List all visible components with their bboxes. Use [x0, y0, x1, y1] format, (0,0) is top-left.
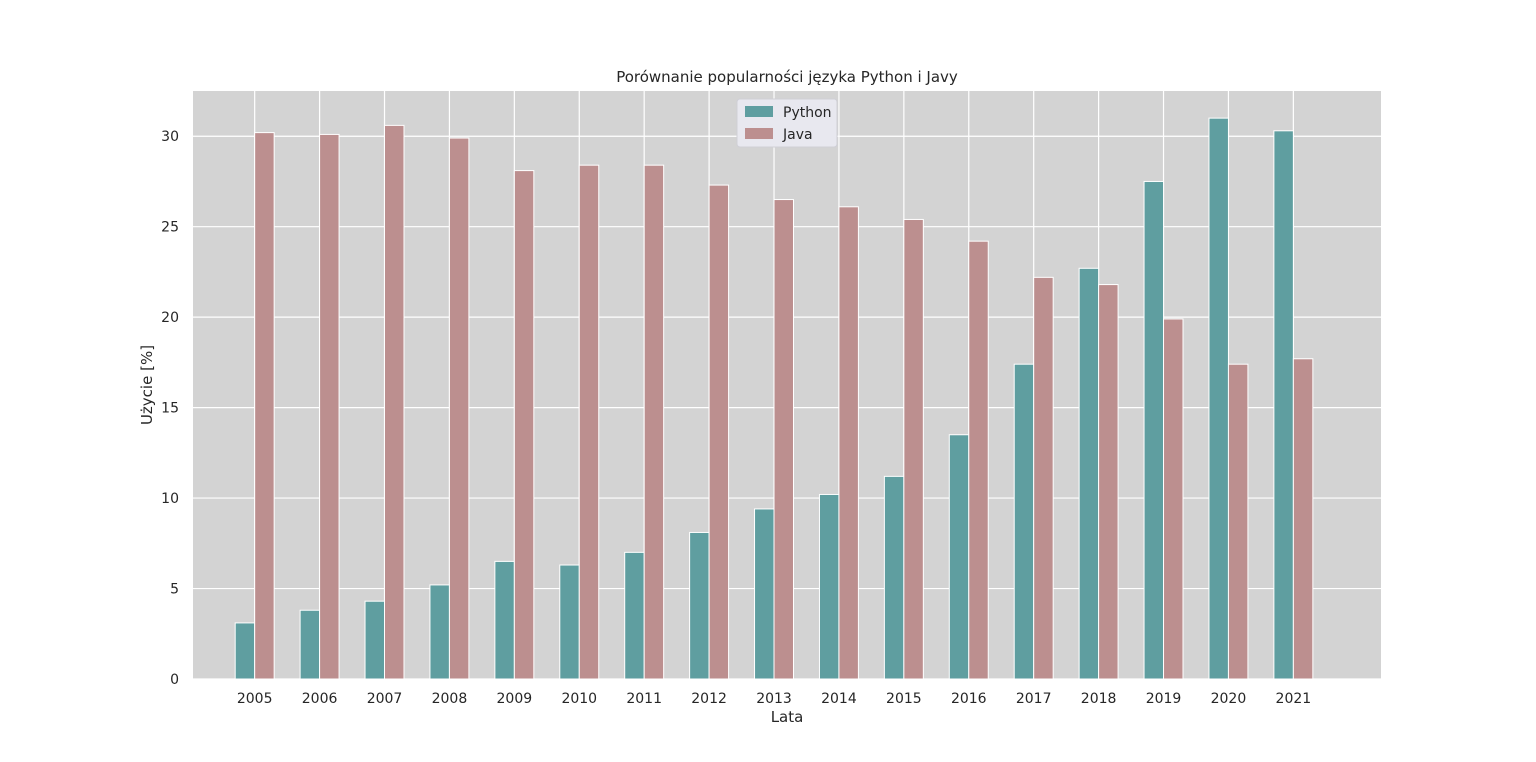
- bar-python: [1078, 267, 1100, 680]
- bar-python: [883, 475, 905, 680]
- bar-java: [1227, 363, 1249, 680]
- bar-python: [429, 584, 450, 680]
- y-axis-label: Użycie [%]: [138, 345, 156, 425]
- legend-label-java: Java: [782, 127, 813, 143]
- x-tick-label: 2005: [237, 691, 273, 707]
- bar-python: [1013, 363, 1035, 680]
- bar-java: [319, 133, 340, 680]
- x-tick-label: 2014: [821, 691, 857, 707]
- x-tick-label: 2021: [1276, 691, 1312, 707]
- bar-java: [254, 132, 275, 680]
- x-tick-label: 2018: [1081, 691, 1117, 707]
- bar-java: [903, 218, 924, 680]
- bar-python: [1273, 130, 1294, 680]
- bar-python: [234, 622, 256, 680]
- bar-python: [624, 551, 645, 680]
- bar-java: [773, 199, 794, 680]
- chart-title: Porównanie popularności języka Python i …: [616, 68, 958, 86]
- x-axis-label: Lata: [771, 708, 804, 726]
- bar-java: [968, 240, 989, 680]
- y-tick-label: 5: [170, 582, 179, 598]
- bar-python: [1143, 180, 1165, 680]
- y-tick-label: 20: [161, 310, 179, 326]
- bar-java: [513, 170, 535, 680]
- y-tick-label: 0: [170, 672, 179, 688]
- bar-java: [578, 164, 600, 680]
- x-tick-label: 2020: [1211, 691, 1247, 707]
- x-tick-label: 2010: [561, 691, 597, 707]
- x-tick-label: 2013: [756, 691, 792, 707]
- legend-swatch-java: [745, 128, 773, 139]
- x-tick-label: 2006: [302, 691, 338, 707]
- bar-python: [299, 609, 321, 680]
- x-tick-label: 2017: [1016, 691, 1052, 707]
- bar-python: [364, 600, 386, 680]
- x-tick-label: 2011: [626, 691, 662, 707]
- bar-java: [448, 137, 470, 680]
- y-tick-label: 10: [161, 491, 179, 507]
- bar-java: [838, 206, 859, 680]
- legend: Python Java: [736, 98, 838, 148]
- x-tick-label: 2019: [1146, 691, 1182, 707]
- x-tick-label: 2012: [691, 691, 727, 707]
- x-tick-labels: 2005 2006 2007 2008 2009 2010 2011 2012 2013 2014…: [237, 691, 1311, 707]
- bar-java: [384, 124, 405, 680]
- bar-python: [1208, 117, 1229, 680]
- x-tick-label: 2009: [497, 691, 533, 707]
- x-tick-label: 2016: [951, 691, 987, 707]
- y-tick-label: 30: [161, 129, 179, 145]
- bar-java: [1292, 358, 1314, 680]
- bar-python: [754, 508, 775, 680]
- x-tick-label: 2015: [886, 691, 922, 707]
- legend-label-python: Python: [783, 105, 832, 121]
- legend-swatch-python: [745, 106, 773, 117]
- bar-python: [689, 531, 710, 680]
- bar-java: [1098, 284, 1119, 680]
- y-tick-label: 15: [161, 401, 179, 417]
- bar-python: [948, 434, 970, 680]
- y-tick-label: 25: [161, 220, 179, 236]
- bar-python: [494, 560, 515, 680]
- bars: [234, 117, 1314, 680]
- bar-java: [1033, 276, 1054, 680]
- bar-python: [818, 493, 840, 680]
- y-tick-labels: 0 5 10 15 20 25 30: [161, 129, 179, 688]
- bar-java: [643, 164, 665, 680]
- bar-java: [1163, 318, 1184, 680]
- x-tick-label: 2008: [432, 691, 468, 707]
- bar-java: [708, 184, 730, 680]
- bar-python: [559, 564, 580, 680]
- x-tick-label: 2007: [367, 691, 403, 707]
